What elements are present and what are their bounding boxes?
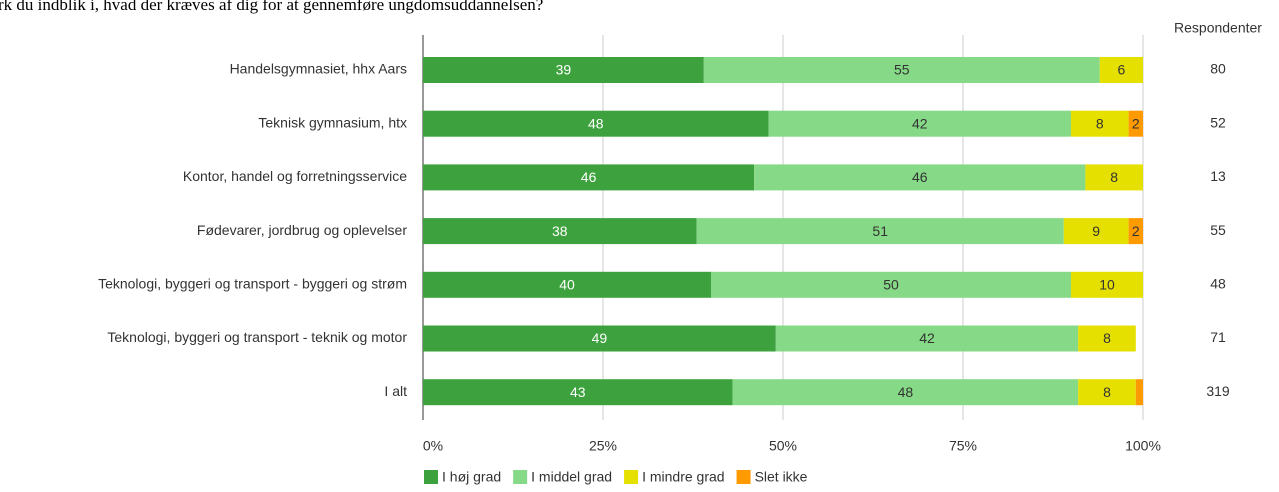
respondents-value: 52 xyxy=(1210,114,1226,130)
y-tick-label: Teknisk gymnasium, htx xyxy=(258,114,407,130)
bar-segment xyxy=(423,325,776,352)
data-label: 8 xyxy=(1103,330,1111,346)
data-label: 43 xyxy=(570,384,586,400)
chart-title: rk du indblik i, hvad der kræves af dig … xyxy=(0,0,543,14)
bar-segment xyxy=(1078,325,1136,352)
respondents-value: 319 xyxy=(1206,383,1230,399)
data-label: 48 xyxy=(588,115,604,131)
x-tick-label: 25% xyxy=(589,438,617,454)
bar-segment xyxy=(1085,164,1143,191)
y-tick-label: Fødevarer, jordbrug og oplevelser xyxy=(197,222,407,238)
legend-label: Slet ikke xyxy=(755,469,808,485)
x-tick-label: 75% xyxy=(949,438,977,454)
data-label: 46 xyxy=(581,169,597,185)
data-label: 51 xyxy=(872,223,888,239)
bar-segment xyxy=(423,57,704,83)
data-label: 49 xyxy=(592,330,608,346)
respondents-value: 13 xyxy=(1210,168,1226,184)
y-tick-label: Kontor, handel og forretningsservice xyxy=(183,168,407,184)
data-label: 55 xyxy=(894,62,910,78)
bar-segment xyxy=(775,325,1079,352)
legend-label: I høj grad xyxy=(442,469,501,485)
data-label: 2 xyxy=(1132,115,1140,131)
respondents-header: Respondenter xyxy=(1174,20,1262,36)
data-label: 8 xyxy=(1110,169,1118,185)
bar-segment xyxy=(423,110,769,137)
bar-segment xyxy=(1078,379,1136,406)
data-label: 48 xyxy=(898,384,914,400)
legend-swatch xyxy=(736,470,751,484)
y-tick-label: Teknologi, byggeri og transport - teknik… xyxy=(107,329,407,345)
y-tick-label: Teknologi, byggeri og transport - bygger… xyxy=(98,276,407,292)
bar-segment xyxy=(423,164,755,191)
data-label: 39 xyxy=(556,62,572,78)
bar-segment xyxy=(1128,218,1143,245)
data-label: 8 xyxy=(1103,384,1111,400)
data-label: 10 xyxy=(1099,277,1115,293)
y-tick-label: Handelsgymnasiet, hhx Aars xyxy=(230,61,407,77)
bar-segment xyxy=(423,379,733,406)
x-tick-label: 100% xyxy=(1125,438,1161,454)
bar-segment xyxy=(423,218,697,245)
data-label: 42 xyxy=(912,115,928,131)
respondents-value: 48 xyxy=(1210,276,1226,292)
data-label: 2 xyxy=(1132,223,1140,239)
bar-segment xyxy=(754,164,1086,191)
respondents-value: 80 xyxy=(1210,61,1226,77)
bar-segment xyxy=(1071,110,1129,137)
bar-segment xyxy=(1063,218,1129,245)
bar-segment xyxy=(1099,57,1143,83)
bar-segment xyxy=(423,271,711,298)
bar-segment xyxy=(703,57,1100,83)
bar-segment xyxy=(1071,271,1143,298)
data-label: 50 xyxy=(883,277,899,293)
data-label: 40 xyxy=(559,277,575,293)
data-label: 6 xyxy=(1118,62,1126,78)
data-label: 46 xyxy=(912,169,928,185)
bar-segment xyxy=(768,110,1071,137)
legend-label: I middel grad xyxy=(531,469,612,485)
bar-segment xyxy=(711,271,1071,298)
y-tick-label: I alt xyxy=(384,383,407,399)
legend-swatch xyxy=(424,470,438,484)
bar-segment xyxy=(1135,379,1143,406)
x-tick-label: 0% xyxy=(423,438,443,454)
data-label: 42 xyxy=(919,330,935,346)
data-label: 38 xyxy=(552,223,568,239)
bar-segment xyxy=(1128,110,1143,137)
respondents-value: 71 xyxy=(1210,329,1226,345)
bar-segment xyxy=(732,379,1079,406)
data-label: 9 xyxy=(1092,223,1100,239)
legend-label: I mindre grad xyxy=(642,469,724,485)
data-label: 8 xyxy=(1096,115,1104,131)
legend-swatch xyxy=(513,470,528,484)
respondents-value: 55 xyxy=(1210,222,1226,238)
x-tick-label: 50% xyxy=(769,438,797,454)
legend-swatch xyxy=(624,470,639,484)
bar-segment xyxy=(696,218,1064,245)
